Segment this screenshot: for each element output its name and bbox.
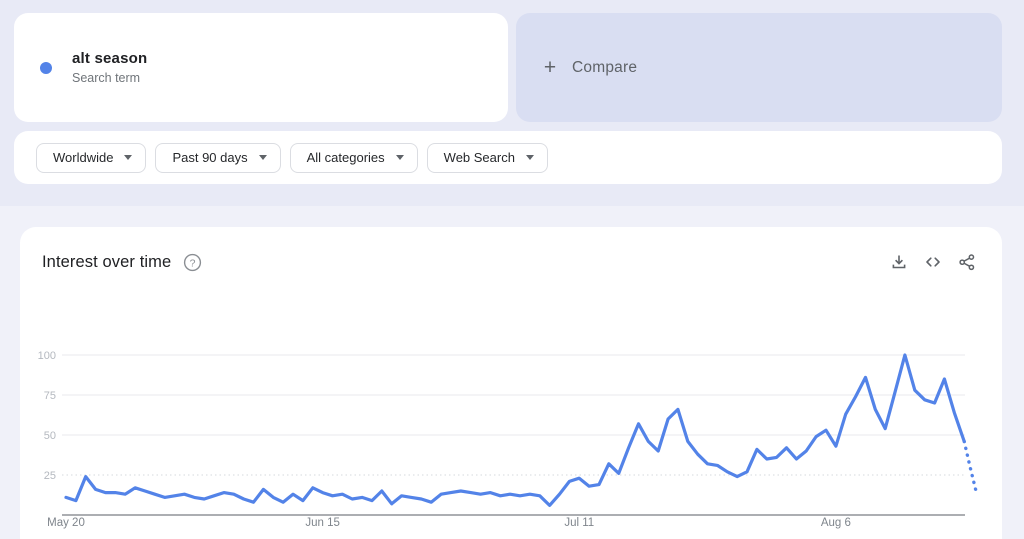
download-icon (892, 255, 906, 269)
svg-text:May 20: May 20 (47, 517, 85, 529)
chevron-down-icon (525, 155, 534, 160)
share-button[interactable] (958, 253, 976, 271)
explore-header: alt season Search term + Compare Worldwi… (0, 0, 1024, 206)
filter-timerange-label: Past 90 days (172, 150, 248, 165)
share-icon (959, 254, 975, 271)
chart-title: Interest over time (42, 252, 172, 271)
svg-text:Aug 6: Aug 6 (821, 517, 851, 529)
filter-category-dropdown[interactable]: All categories (289, 142, 418, 173)
svg-text:75: 75 (44, 390, 56, 402)
help-icon[interactable]: ? (183, 253, 202, 272)
search-term-card[interactable]: alt season Search term (14, 13, 508, 122)
term-label: alt season (72, 50, 148, 67)
interest-over-time-card: Interest over time ? (20, 227, 1002, 539)
term-color-dot (40, 61, 52, 74)
download-button[interactable] (890, 253, 908, 271)
term-cards-row: alt season Search term + Compare (14, 13, 1002, 122)
chevron-down-icon (124, 155, 133, 160)
svg-text:100: 100 (38, 350, 56, 362)
main-content: Interest over time ? (0, 206, 1024, 539)
filter-searchtype-label: Web Search (443, 150, 515, 165)
filter-bar: Worldwide Past 90 days All categories We… (14, 131, 1002, 184)
plus-icon: + (543, 56, 557, 79)
svg-text:Jun 15: Jun 15 (305, 517, 340, 529)
filter-region-label: Worldwide (53, 150, 114, 165)
term-text: alt season Search term (72, 50, 147, 85)
chevron-down-icon (395, 155, 404, 160)
svg-text:50: 50 (44, 430, 56, 442)
term-type-label: Search term (72, 71, 141, 85)
compare-button[interactable]: + Compare (516, 13, 1002, 122)
filter-searchtype-dropdown[interactable]: Web Search (426, 142, 548, 173)
chevron-down-icon (258, 155, 267, 160)
svg-text:?: ? (190, 257, 196, 269)
embed-button[interactable] (924, 253, 942, 271)
compare-label: Compare (572, 58, 638, 76)
chart-header: Interest over time ? (42, 251, 976, 273)
filter-timerange-dropdown[interactable]: Past 90 days (155, 142, 281, 173)
embed-code-icon (926, 257, 940, 267)
svg-text:Jul 11: Jul 11 (564, 517, 594, 529)
filter-region-dropdown[interactable]: Worldwide (36, 142, 147, 173)
filter-category-label: All categories (306, 150, 385, 165)
svg-text:25: 25 (44, 470, 56, 482)
chart-actions (890, 253, 976, 271)
interest-chart[interactable]: 25 50 75 100 May 20 Jun 15 Jul 11 Aug 6 (20, 227, 1002, 539)
